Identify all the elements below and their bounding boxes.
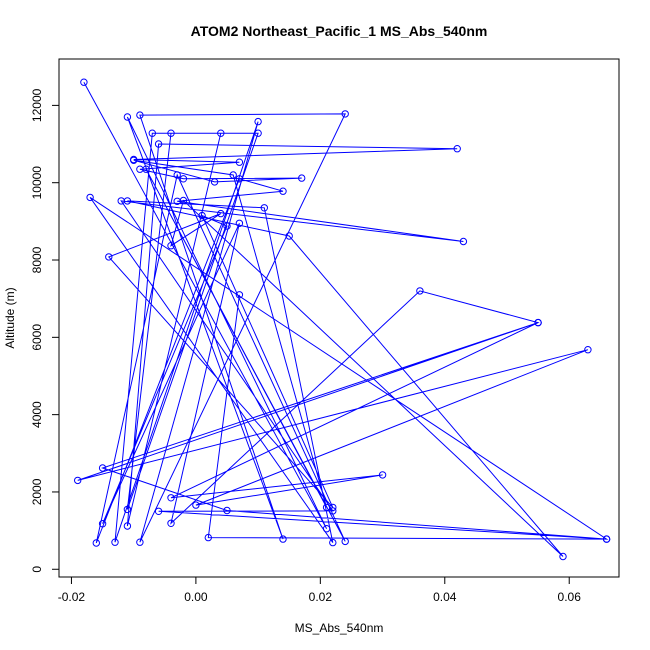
data-point	[173, 171, 181, 179]
x-axis: -0.02 0.00 0.02 0.04 0.06	[58, 577, 581, 604]
y-tick-label: 6000	[30, 324, 44, 351]
data-point	[80, 78, 88, 86]
data-point	[279, 187, 287, 195]
y-axis-label: Altitude (m)	[3, 287, 17, 348]
data-point	[260, 204, 268, 212]
data-point	[86, 193, 94, 202]
data-point	[179, 175, 188, 183]
data-point	[235, 219, 244, 228]
data-point	[235, 175, 244, 183]
data-point	[298, 174, 306, 182]
data-point	[123, 505, 132, 514]
data-point	[229, 171, 237, 179]
data-point	[148, 129, 157, 137]
data-point	[167, 494, 175, 502]
y-tick-label: 12000	[30, 88, 44, 122]
data-point	[459, 237, 468, 246]
data-point	[123, 113, 132, 121]
data-point	[329, 503, 337, 512]
data-point	[217, 209, 225, 218]
data-point	[210, 178, 219, 186]
y-tick-label: 4000	[30, 401, 44, 428]
y-tick-label: 8000	[30, 246, 44, 273]
x-tick-label: 0.02	[309, 590, 333, 604]
data-point	[98, 520, 107, 528]
data-point	[584, 346, 592, 354]
data-point	[235, 158, 244, 166]
y-tick-label: 10000	[30, 166, 44, 200]
data-point	[192, 501, 200, 509]
x-tick-label: 0.00	[184, 590, 208, 604]
data-point	[534, 318, 542, 327]
data-point	[329, 538, 337, 547]
data-point	[154, 507, 163, 515]
data-point	[167, 242, 175, 250]
data-point	[198, 211, 206, 220]
x-axis-label: MS_Abs_540nm	[295, 621, 384, 635]
data-point	[136, 111, 144, 119]
data-point	[322, 525, 331, 533]
data-point	[98, 464, 107, 472]
data-point	[142, 165, 150, 173]
data-point	[279, 535, 287, 543]
data-point	[179, 196, 188, 205]
data-point	[123, 522, 132, 530]
data-point	[167, 129, 175, 137]
data-point	[123, 197, 132, 205]
y-tick-label: 0	[30, 566, 44, 573]
data-point	[223, 222, 231, 230]
data-point	[453, 145, 461, 153]
data-point	[341, 537, 349, 546]
y-axis: 0 2000 4000 6000 8000 10000 12000	[30, 88, 59, 573]
data-point	[92, 539, 101, 547]
data-point	[154, 140, 163, 148]
data-point	[204, 533, 213, 542]
x-tick-label: 0.04	[433, 590, 457, 604]
data-point	[223, 506, 231, 515]
data-point	[254, 117, 262, 126]
plot-frame	[58, 58, 620, 578]
data-point	[235, 291, 244, 299]
y-tick-label: 2000	[30, 478, 44, 505]
data-point	[329, 507, 337, 515]
x-tick-label: -0.02	[58, 590, 86, 604]
data-point	[105, 253, 113, 261]
data-point	[416, 287, 424, 295]
data-point	[378, 471, 387, 479]
data-point	[167, 519, 175, 527]
data-point	[111, 538, 119, 546]
data-point	[217, 129, 225, 137]
data-point	[254, 129, 262, 137]
data-point	[130, 156, 138, 165]
data-point	[285, 232, 293, 240]
chart-title: ATOM2 Northeast_Pacific_1 MS_Abs_540nm	[191, 23, 488, 39]
series-line	[77, 81, 609, 557]
x-tick-label: 0.06	[558, 590, 582, 604]
data-point	[341, 110, 349, 118]
data-point	[602, 535, 611, 543]
series-layer	[74, 78, 611, 561]
data-point	[136, 538, 144, 546]
data-point	[559, 552, 567, 561]
data-point	[74, 476, 82, 485]
